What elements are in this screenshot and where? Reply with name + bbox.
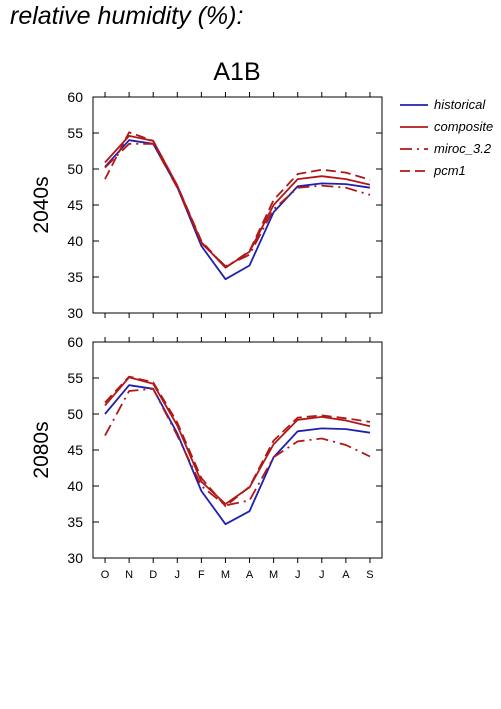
series-line-composite bbox=[104, 134, 371, 269]
panel-label: 2080s bbox=[30, 421, 53, 478]
y-tick-label: 35 bbox=[67, 269, 83, 285]
series-line-pcm1 bbox=[104, 375, 371, 508]
plot-frame bbox=[92, 341, 383, 559]
page-title: relative humidity (%): bbox=[10, 2, 244, 30]
x-tick-label: M bbox=[221, 569, 230, 581]
legend-label: historical bbox=[434, 97, 486, 112]
y-tick-label: 50 bbox=[67, 161, 83, 177]
y-tick-label: 40 bbox=[67, 478, 83, 494]
y-tick-label: 45 bbox=[67, 442, 83, 458]
y-tick-label: 30 bbox=[67, 305, 83, 321]
panel-2080s: 30 35 40 45 50 55 60 2080s bbox=[30, 334, 383, 566]
x-tick-label: J bbox=[319, 569, 325, 581]
legend: historical composite miroc_3.2 pcm1 bbox=[400, 97, 493, 178]
y-tick-label: 55 bbox=[67, 125, 83, 141]
series-line-miroc-3-2 bbox=[104, 142, 371, 268]
x-tick-label: N bbox=[125, 569, 133, 581]
panel-label: 2040s bbox=[30, 176, 53, 233]
y-tick-label: 40 bbox=[67, 233, 83, 249]
x-tick-label: D bbox=[149, 569, 157, 581]
x-tick-label: F bbox=[198, 569, 205, 581]
legend-label: pcm1 bbox=[433, 163, 466, 178]
panels-group: 30 35 40 45 50 55 60 2040s 30 35 40 45 50 55 60 2080s O N… bbox=[30, 89, 383, 581]
series-line-pcm1 bbox=[104, 131, 371, 269]
legend-label: composite bbox=[434, 119, 493, 134]
y-tick-label: 60 bbox=[67, 334, 83, 350]
x-tick-label: O bbox=[101, 569, 110, 581]
x-tick-label: M bbox=[269, 569, 278, 581]
plot-frame bbox=[92, 96, 383, 314]
series-line-historical bbox=[104, 384, 371, 526]
x-tick-label: J bbox=[175, 569, 181, 581]
series-line-miroc-3-2 bbox=[104, 387, 371, 507]
x-tick-label: S bbox=[366, 569, 373, 581]
panel-2040s: 30 35 40 45 50 55 60 2040s bbox=[30, 89, 383, 321]
x-tick-label: A bbox=[342, 569, 350, 581]
y-tick-label: 55 bbox=[67, 370, 83, 386]
legend-label: miroc_3.2 bbox=[434, 141, 492, 156]
y-tick-label: 45 bbox=[67, 197, 83, 213]
y-tick-label: 30 bbox=[67, 550, 83, 566]
chart-title: A1B bbox=[213, 58, 260, 86]
series-line-composite bbox=[104, 376, 371, 505]
y-tick-label: 50 bbox=[67, 406, 83, 422]
y-tick-label: 60 bbox=[67, 89, 83, 105]
x-tick-label: J bbox=[295, 569, 301, 581]
x-tick-label: A bbox=[246, 569, 254, 581]
y-tick-label: 35 bbox=[67, 514, 83, 530]
